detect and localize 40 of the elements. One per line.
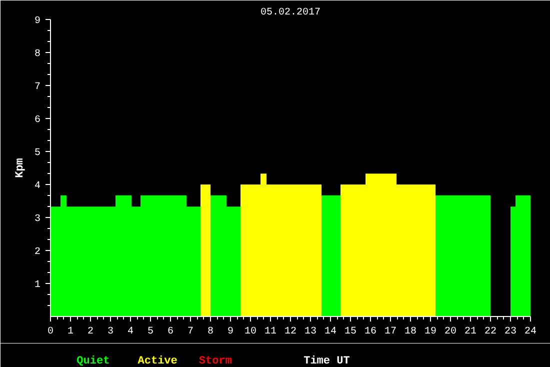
y-tick-label: 8 (34, 49, 41, 60)
text: Active (138, 356, 178, 367)
x-tick-label: 23 (504, 326, 517, 338)
x-tick-label: 16 (364, 326, 377, 338)
y-tick-label: 4 (34, 181, 41, 192)
x-tick-label: 4 (128, 326, 134, 338)
x-tick-label: 1 (68, 326, 74, 338)
y-tick-label: 2 (34, 247, 41, 258)
x-tick-label: 7 (188, 326, 194, 338)
y-tick-label: 6 (34, 115, 41, 126)
y-axis-title: Kpm (14, 158, 26, 178)
y-tick-label: 7 (34, 82, 41, 93)
x-tick-label: 21 (464, 326, 477, 338)
x-tick-label: 9 (228, 326, 234, 338)
x-tick-label: 6 (168, 326, 174, 338)
x-tick-label: 24 (524, 326, 537, 338)
legend-label: Storm (198, 356, 232, 367)
x-tick-label: 10 (244, 326, 257, 338)
x-tick-label: 19 (424, 326, 437, 338)
text: Quiet (76, 356, 110, 367)
x-axis-title: Time UT (304, 356, 350, 367)
x-tick-label: 18 (404, 326, 417, 338)
x-tick-label: 5 (148, 326, 154, 338)
x-tick-label: 14 (324, 326, 337, 338)
y-tick-label: 1 (34, 280, 41, 291)
x-tick-label: 0 (48, 326, 54, 338)
x-tick-label: 13 (304, 326, 317, 338)
chart-title: 05.02.2017 (260, 8, 321, 18)
x-tick-label: 15 (344, 326, 357, 338)
x-tick-label: 17 (384, 326, 397, 338)
x-tick-label: 8 (208, 326, 214, 338)
x-tick-label: 11 (264, 326, 277, 338)
x-tick-label: 20 (444, 326, 457, 338)
y-tick-label: 9 (34, 16, 41, 27)
x-tick-label: 2 (88, 326, 94, 338)
y-tick-label: 5 (34, 148, 41, 159)
x-tick-label: 12 (284, 326, 297, 338)
x-tick-label: 3 (108, 326, 114, 338)
x-tick-label: 22 (484, 326, 497, 338)
y-tick-label: 3 (34, 214, 41, 225)
